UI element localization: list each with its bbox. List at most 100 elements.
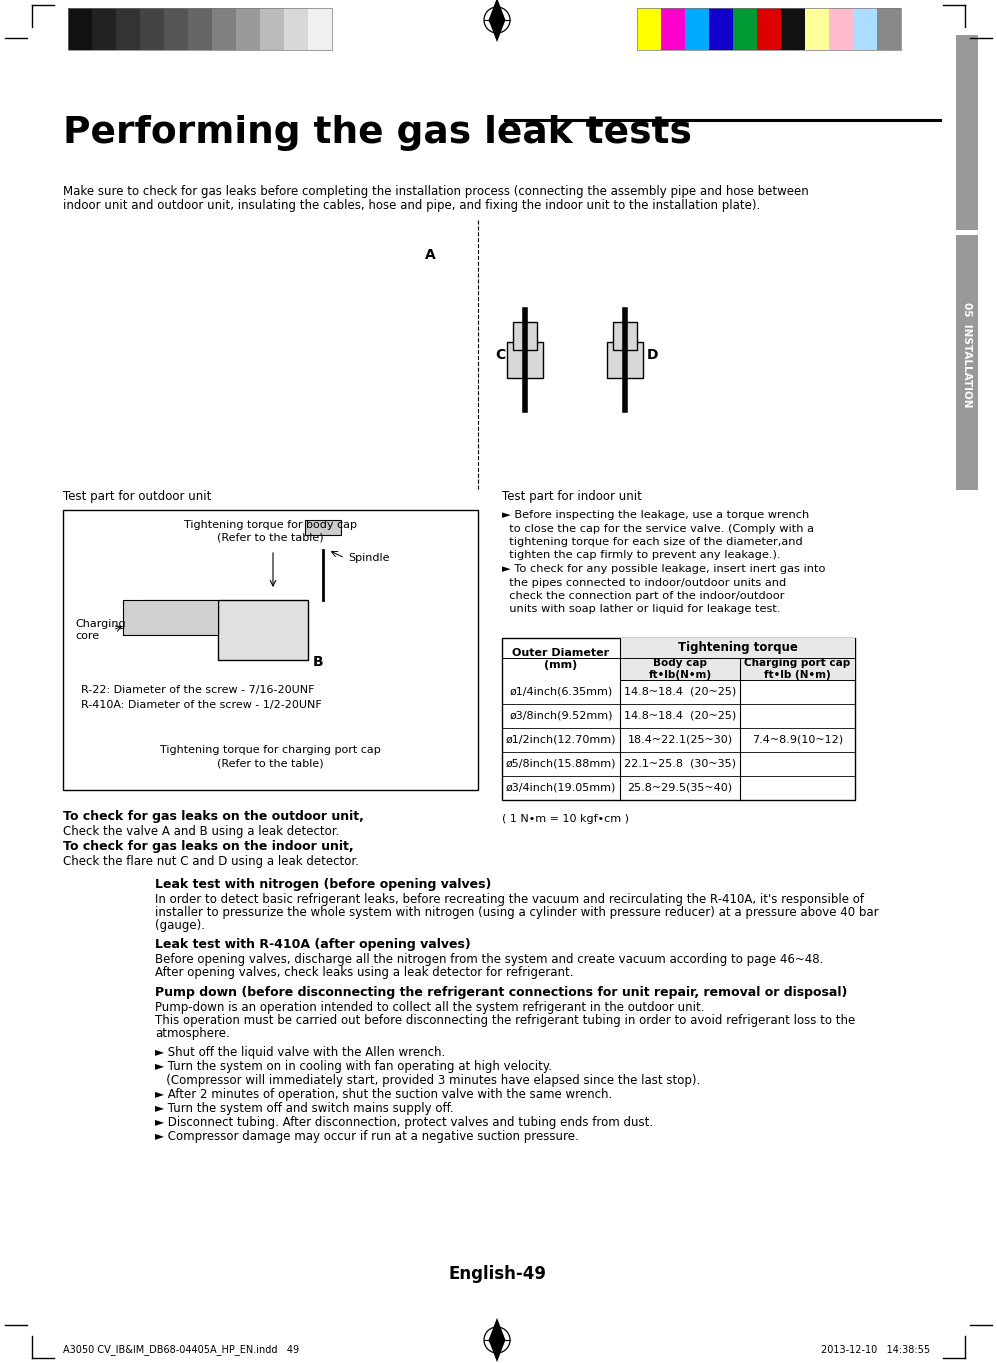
Text: 2013-12-10   14:38:55: 2013-12-10 14:38:55 <box>821 1345 930 1355</box>
Text: Pump down (before disconnecting the refrigerant connections for unit repair, rem: Pump down (before disconnecting the refr… <box>155 985 847 999</box>
Bar <box>164 8 188 50</box>
Text: ► After 2 minutes of operation, shut the suction valve with the same wrench.: ► After 2 minutes of operation, shut the… <box>155 1088 612 1101</box>
Text: 05  INSTALLATION: 05 INSTALLATION <box>962 303 972 408</box>
Bar <box>123 600 218 635</box>
Bar <box>620 638 855 658</box>
Bar <box>236 8 260 50</box>
Text: 22.1~25.8  (30~35): 22.1~25.8 (30~35) <box>624 759 736 769</box>
Text: ø1/2inch(12.70mm): ø1/2inch(12.70mm) <box>505 735 616 746</box>
Text: R-22: Diameter of the screw - 7/16-20UNF: R-22: Diameter of the screw - 7/16-20UNF <box>81 686 314 695</box>
Polygon shape <box>489 0 505 42</box>
Text: ► To check for any possible leakage, insert inert gas into: ► To check for any possible leakage, ins… <box>502 564 826 574</box>
Text: 7.4~8.9(10~12): 7.4~8.9(10~12) <box>752 735 843 746</box>
Bar <box>829 8 853 50</box>
Bar <box>92 8 116 50</box>
Text: tightening torque for each size of the diameter,and: tightening torque for each size of the d… <box>502 537 803 547</box>
Text: To check for gas leaks on the indoor unit,: To check for gas leaks on the indoor uni… <box>63 840 354 853</box>
Text: 14.8~18.4  (20~25): 14.8~18.4 (20~25) <box>624 687 736 696</box>
Text: Charging
core: Charging core <box>75 619 126 641</box>
Text: ( 1 N•m = 10 kgf•cm ): ( 1 N•m = 10 kgf•cm ) <box>502 814 629 825</box>
Text: ø3/8inch(9.52mm): ø3/8inch(9.52mm) <box>509 711 613 721</box>
Text: indoor unit and outdoor unit, insulating the cables, hose and pipe, and fixing t: indoor unit and outdoor unit, insulating… <box>63 199 761 213</box>
Text: to close the cap for the service valve. (Comply with a: to close the cap for the service valve. … <box>502 523 814 533</box>
Text: Body cap
ft•lb(N•m): Body cap ft•lb(N•m) <box>648 658 712 680</box>
Text: ► Disconnect tubing. After disconnection, protect valves and tubing ends from du: ► Disconnect tubing. After disconnection… <box>155 1116 653 1129</box>
Text: This operation must be carried out before disconnecting the refrigerant tubing i: This operation must be carried out befor… <box>155 1014 855 1026</box>
Text: units with soap lather or liquid for leakage test.: units with soap lather or liquid for lea… <box>502 605 781 615</box>
Text: tighten the cap firmly to prevent any leakage.).: tighten the cap firmly to prevent any le… <box>502 551 781 560</box>
Text: (Refer to the table): (Refer to the table) <box>217 533 324 542</box>
Text: (Refer to the table): (Refer to the table) <box>217 758 324 767</box>
Text: ► Compressor damage may occur if run at a negative suction pressure.: ► Compressor damage may occur if run at … <box>155 1130 578 1144</box>
Text: 25.8~29.5(35~40): 25.8~29.5(35~40) <box>627 782 733 793</box>
Text: Outer Diameter
(mm): Outer Diameter (mm) <box>512 649 609 669</box>
Text: English-49: English-49 <box>448 1265 546 1283</box>
Bar <box>956 375 978 429</box>
Bar <box>502 638 855 800</box>
Text: ► Turn the system off and switch mains supply off.: ► Turn the system off and switch mains s… <box>155 1103 454 1115</box>
Text: the pipes connected to indoor/outdoor units and: the pipes connected to indoor/outdoor un… <box>502 578 787 587</box>
Bar <box>143 600 218 620</box>
Text: ► Shut off the liquid valve with the Allen wrench.: ► Shut off the liquid valve with the All… <box>155 1045 446 1059</box>
Bar <box>853 8 877 50</box>
Bar <box>140 8 164 50</box>
Text: 14.8~18.4  (20~25): 14.8~18.4 (20~25) <box>624 711 736 721</box>
Bar <box>513 322 537 350</box>
Text: A: A <box>425 248 436 262</box>
Text: 18.4~22.1(25~30): 18.4~22.1(25~30) <box>627 735 733 746</box>
Text: (gauge).: (gauge). <box>155 919 205 932</box>
Bar <box>781 8 805 50</box>
Text: D: D <box>647 348 658 363</box>
Bar <box>637 8 661 50</box>
Bar <box>308 8 332 50</box>
Bar <box>956 234 978 491</box>
Text: Tightening torque for charging port cap: Tightening torque for charging port cap <box>161 746 381 755</box>
Polygon shape <box>489 1318 505 1362</box>
Bar <box>260 8 284 50</box>
Text: check the connection part of the indoor/outdoor: check the connection part of the indoor/… <box>502 592 785 601</box>
Text: Charging port cap
ft•lb (N•m): Charging port cap ft•lb (N•m) <box>745 658 850 680</box>
Bar <box>661 8 685 50</box>
Bar <box>685 8 709 50</box>
Text: Leak test with R-410A (after opening valves): Leak test with R-410A (after opening val… <box>155 938 471 951</box>
Text: Check the flare nut C and D using a leak detector.: Check the flare nut C and D using a leak… <box>63 855 359 868</box>
Text: ø3/4inch(19.05mm): ø3/4inch(19.05mm) <box>505 782 616 793</box>
Bar <box>607 342 643 378</box>
Bar <box>620 658 855 680</box>
Bar <box>63 510 478 791</box>
Text: installer to pressurize the whole system with nitrogen (using a cylinder with pr: installer to pressurize the whole system… <box>155 906 878 919</box>
Bar <box>877 8 901 50</box>
Bar <box>284 8 308 50</box>
Text: Tightening torque for body cap: Tightening torque for body cap <box>184 521 357 530</box>
Text: A3050 CV_IB&IM_DB68-04405A_HP_EN.indd   49: A3050 CV_IB&IM_DB68-04405A_HP_EN.indd 49 <box>63 1344 299 1355</box>
Text: ► Before inspecting the leakage, use a torque wrench: ► Before inspecting the leakage, use a t… <box>502 510 810 521</box>
Text: C: C <box>495 348 505 363</box>
Bar <box>212 8 236 50</box>
Text: Leak test with nitrogen (before opening valves): Leak test with nitrogen (before opening … <box>155 878 492 891</box>
Bar <box>805 8 829 50</box>
Bar <box>188 8 212 50</box>
Text: (Compressor will immediately start, provided 3 minutes have elapsed since the la: (Compressor will immediately start, prov… <box>155 1074 700 1088</box>
Text: atmosphere.: atmosphere. <box>155 1026 229 1040</box>
Bar <box>68 8 332 50</box>
Bar <box>637 8 901 50</box>
Bar <box>218 600 308 660</box>
Bar <box>956 35 978 230</box>
Text: B: B <box>313 656 324 669</box>
Text: ► Turn the system on in cooling with fan operating at high velocity.: ► Turn the system on in cooling with fan… <box>155 1060 552 1073</box>
Text: Spindle: Spindle <box>348 553 390 563</box>
Text: Make sure to check for gas leaks before completing the installation process (con: Make sure to check for gas leaks before … <box>63 185 809 198</box>
Bar <box>733 8 757 50</box>
Bar <box>305 521 341 536</box>
Text: Before opening valves, discharge all the nitrogen from the system and create vac: Before opening valves, discharge all the… <box>155 953 824 966</box>
Text: R-410A: Diameter of the screw - 1/2-20UNF: R-410A: Diameter of the screw - 1/2-20UN… <box>81 701 322 710</box>
Bar <box>757 8 781 50</box>
Text: Check the valve A and B using a leak detector.: Check the valve A and B using a leak det… <box>63 825 339 838</box>
Text: Tightening torque: Tightening torque <box>678 642 798 654</box>
Bar <box>709 8 733 50</box>
Text: After opening valves, check leaks using a leak detector for refrigerant.: After opening valves, check leaks using … <box>155 966 573 979</box>
Text: Test part for indoor unit: Test part for indoor unit <box>502 491 642 503</box>
Text: ø1/4inch(6.35mm): ø1/4inch(6.35mm) <box>509 687 612 696</box>
Text: ø5/8inch(15.88mm): ø5/8inch(15.88mm) <box>505 759 616 769</box>
Bar <box>116 8 140 50</box>
